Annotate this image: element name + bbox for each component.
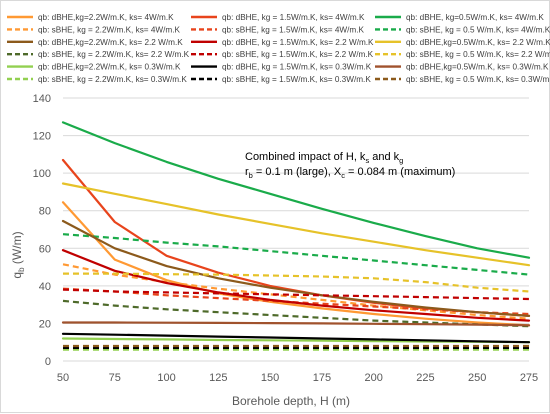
legend-label: qb: dBHE,kg=0.5W/m.K, ks= 0.3W/m.K xyxy=(406,63,549,72)
annotation: Combined impact of H, ks and kg rb = 0.1… xyxy=(245,151,455,180)
legend-label: qb: dBHE, kg = 1.5W/m.K, ks= 4W/m.K xyxy=(222,13,365,22)
legend-label: qb: dBHE,kg=0.5W/m.K, ks= 2.2 W/m.K xyxy=(406,38,550,47)
y-axis-title: qb (W/m) xyxy=(10,231,26,278)
legend-label: qb: dBHE,kg=2.2W/m.K, ks= 4W/m.K xyxy=(38,13,174,22)
legend-label: qb: sBHE, kg = 1.5W/m.K, ks= 0.3W/m.K xyxy=(222,75,371,84)
series-line-12 xyxy=(63,272,530,293)
series-line-11 xyxy=(62,288,530,301)
y-tick-label: 60 xyxy=(39,243,51,255)
y-tick-label: 40 xyxy=(39,281,51,293)
y-tick-label: 100 xyxy=(33,168,51,180)
x-tick-label: 200 xyxy=(364,372,382,384)
series-line-8 xyxy=(61,249,531,322)
series-line-4 xyxy=(62,263,530,320)
y-tick-label: 80 xyxy=(39,206,51,218)
legend-label: qb: dBHE,kg=2.2W/m.K, ks= 0.3W/m.K xyxy=(38,63,181,72)
series-line-15 xyxy=(61,321,531,327)
y-tick-label: 0 xyxy=(45,356,51,368)
x-tick-label: 275 xyxy=(520,372,538,384)
series-line-14 xyxy=(61,332,531,344)
tick-labels: 0 20 40 60 80 100 120 140 50 75 100 125 150 175 200 225… xyxy=(33,93,539,384)
x-tick-label: 125 xyxy=(209,372,227,384)
legend-label: qb: dBHE, kg = 1.5W/m.K, ks= 0.3W/m.K xyxy=(222,63,372,72)
y-tick-label: 120 xyxy=(33,131,51,143)
series-line-3 xyxy=(61,121,531,259)
legend-label: qb: sBHE, kg = 0.5 W/m.K, ks= 4W/m.K xyxy=(406,25,550,34)
legend-label: qb: sBHE, kg = 1.5W/m.K, ks= 2.2 W/m.K xyxy=(222,50,374,59)
x-tick-label: 100 xyxy=(157,372,175,384)
legend-label: qb: sBHE, kg = 2.2W/m.K, ks= 0.3W/m.K xyxy=(38,75,187,84)
series-line-1 xyxy=(61,201,531,327)
x-tick-label: 75 xyxy=(109,372,121,384)
legend-label: qb: dBHE, kg=0.5W/m.K, ks= 4W/m.K xyxy=(406,13,544,22)
legend-label: qb: sBHE, kg = 2.2W/m.K, ks= 4W/m.K xyxy=(38,25,180,34)
legend-label: qb: sBHE, kg = 2.2W/m.K, ks= 2.2 W/m.K xyxy=(38,50,190,59)
series-line-10 xyxy=(62,299,530,328)
series-group xyxy=(61,121,531,351)
svg-text:rb = 0.1 m (large), Xc = 0.084: rb = 0.1 m (large), Xc = 0.084 m (maximu… xyxy=(245,166,455,180)
x-tick-label: 50 xyxy=(57,372,69,384)
y-tick-label: 140 xyxy=(33,93,51,105)
legend: qb: dBHE,kg=2.2W/m.K, ks= 4W/m.K qb: dBHE… xyxy=(7,13,550,84)
x-tick-label: 250 xyxy=(468,372,486,384)
legend-label: qb: sBHE, kg = 0.5 W/m.K, ks= 2.2 W/m.K xyxy=(406,50,550,59)
x-tick-label: 225 xyxy=(416,372,434,384)
series-line-6 xyxy=(62,233,530,276)
x-axis-title: Borehole depth, H (m) xyxy=(232,394,350,408)
x-tick-label: 175 xyxy=(313,372,331,384)
legend-label: qb: sBHE, kg = 1.5W/m.K, ks= 4W/m.K xyxy=(222,25,364,34)
x-tick-label: 150 xyxy=(261,372,279,384)
series-line-7 xyxy=(61,219,531,317)
legend-label: qb: dBHE, kg = 1.5W/m.K, ks= 2.2 W/m.K xyxy=(222,38,374,47)
legend-label: qb: sBHE, kg = 0.5 W/m.K, ks= 0.3W/m.K xyxy=(406,75,550,84)
svg-text:Combined impact of H, ks and k: Combined impact of H, ks and kg xyxy=(245,151,403,165)
y-tick-label: 20 xyxy=(39,318,51,330)
series-line-9 xyxy=(61,182,531,267)
legend-label: qb: dBHE,kg=2.2W/m.K, ks= 2.2 W/m.K xyxy=(38,38,183,47)
